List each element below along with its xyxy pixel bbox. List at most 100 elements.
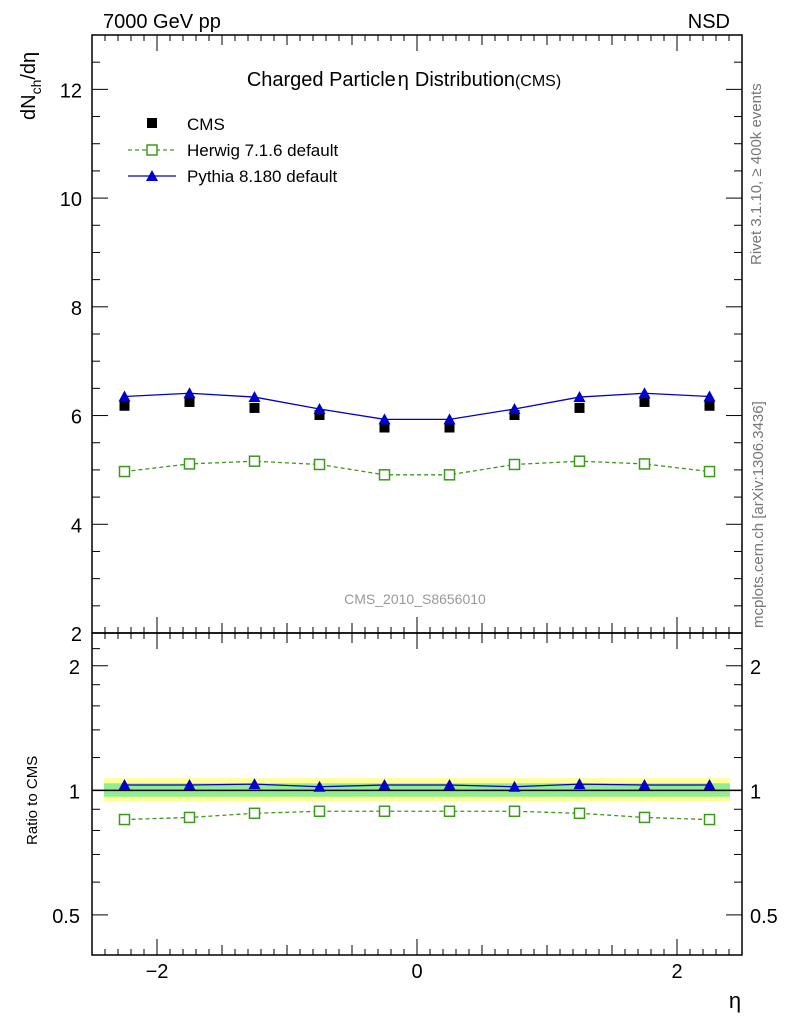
ratio-pythia-point [183, 779, 196, 791]
ratio-pythia-point [378, 779, 391, 791]
ratio-pythia-point [703, 779, 716, 791]
pythia-point [183, 387, 196, 399]
ratio-pythia-point [638, 779, 651, 791]
cms-point [249, 402, 260, 413]
ratio-herwig-line [124, 810, 710, 821]
legend-label-cms: CMS [187, 115, 225, 134]
ratio-pythia-point [508, 780, 521, 792]
x-tick-label: −2 [146, 961, 169, 983]
ratio-y-tick-label-right: 0.5 [750, 906, 778, 928]
ylabel-d: dN [18, 94, 40, 120]
chart-title-symbol: η [398, 69, 409, 91]
herwig-point [248, 455, 261, 467]
ratio-pythia-point [443, 779, 456, 791]
pythia-point [313, 403, 326, 415]
herwig-point [313, 458, 326, 471]
herwig-point [573, 455, 586, 467]
cms-point [379, 422, 390, 433]
cms-point [704, 400, 715, 411]
cms-point [314, 410, 325, 421]
pythia-point [638, 387, 651, 399]
ratio-herwig-point [508, 805, 521, 818]
y-tick-label: 2 [71, 624, 82, 646]
cms-point [509, 410, 520, 421]
ratio-herwig-point [378, 805, 391, 818]
pythia-point [248, 391, 261, 403]
x-tick-label: 0 [411, 961, 422, 983]
side-label-rivet: Rivet 3.1.10, ≥ 400k events [748, 83, 765, 265]
y-tick-label: 6 [71, 407, 82, 429]
cms-point [119, 400, 130, 411]
legend-label-pythia: Pythia 8.180 default [187, 167, 338, 186]
ratio-pythia-line [124, 783, 710, 788]
chart-title-main: Charged Particle [247, 69, 396, 91]
herwig-point [378, 469, 391, 481]
ratio-series [118, 778, 716, 826]
ratio-y-tick-label-right: 2 [750, 657, 761, 679]
ratio-pythia-point [313, 780, 326, 792]
ratio-y-tick-label-right: 1 [750, 781, 761, 803]
pythia-point [573, 391, 586, 403]
ratio-herwig-point [118, 813, 131, 826]
chart-title: Charged Particle η Distribution(CMS) [247, 69, 561, 91]
ratio-herwig-point [638, 811, 651, 824]
y-tick-label: 12 [60, 80, 82, 102]
main-panel: 2 4 6 8 10 12 Charged Particle η Distribution(C… [18, 34, 743, 646]
ratio-herwig-point [248, 807, 261, 820]
ratio-y-tick-label-left: 2 [69, 657, 80, 679]
energy-label: 7000 GeV pp [103, 11, 221, 33]
herwig-point [118, 465, 131, 478]
y-tick-label: 4 [71, 515, 82, 537]
side-label-site: mcplots.cern.ch [arXiv:1306.3436] [750, 401, 767, 628]
ratio-herwig-point [703, 813, 716, 826]
legend-marker-pythia [146, 170, 158, 181]
process-label: NSD [688, 11, 730, 33]
ylabel-rest: /dη [18, 52, 40, 80]
main-series [118, 387, 716, 481]
cms-point [574, 402, 585, 413]
ratio-y-tick-label-left: 0.5 [52, 906, 80, 928]
legend-marker-cms [147, 118, 157, 128]
y-tick-label: 8 [71, 298, 82, 320]
ratio-y-tick-label-left: 1 [69, 781, 80, 803]
x-axis-label: η [729, 988, 741, 1013]
legend: CMS Herwig 7.1.6 default Pythia 8.180 de… [128, 115, 338, 186]
ratio-herwig-point [313, 805, 326, 818]
main-y-ticks: 2 4 6 8 10 12 [60, 34, 742, 646]
pythia-point [443, 413, 456, 425]
ratio-x-ticks: −2 0 2 [91, 633, 743, 983]
pythia-point [508, 403, 521, 415]
pythia-line [124, 392, 710, 421]
herwig-point [638, 458, 651, 470]
cms-point [444, 422, 455, 433]
chart-title-tail: Distribution [415, 69, 515, 91]
ratio-panel: 0.5 0.5 1 1 2 2 −2 0 2 Ratio to CMS [24, 632, 778, 983]
legend-marker-herwig [146, 144, 158, 156]
herwig-point [508, 458, 521, 471]
ratio-pythia-point [573, 778, 586, 790]
main-x-ticks [91, 35, 743, 633]
ylabel-sub: ch [28, 80, 44, 95]
cms-point [184, 396, 195, 407]
ratio-herwig-point [183, 811, 196, 824]
legend-label-herwig: Herwig 7.1.6 default [187, 141, 338, 160]
cms-point [639, 396, 650, 407]
ratio-pythia-point [118, 779, 131, 791]
pythia-point [703, 390, 716, 402]
ratio-y-axis-label: Ratio to CMS [24, 756, 41, 845]
analysis-id: CMS_2010_S8656010 [344, 591, 486, 607]
y-tick-label: 10 [60, 189, 82, 211]
ratio-y-ticks: 0.5 0.5 1 1 2 2 [52, 632, 778, 956]
pythia-point [378, 413, 391, 425]
ratio-herwig-point [573, 807, 586, 820]
x-tick-label: 2 [671, 961, 682, 983]
herwig-point [443, 469, 456, 481]
herwig-point [703, 465, 716, 478]
pythia-point [118, 390, 131, 402]
herwig-point [183, 458, 196, 470]
chart-title-suffix: (CMS) [515, 73, 561, 90]
ratio-herwig-point [443, 805, 456, 818]
ratio-pythia-point [248, 778, 261, 790]
herwig-line [124, 460, 710, 476]
